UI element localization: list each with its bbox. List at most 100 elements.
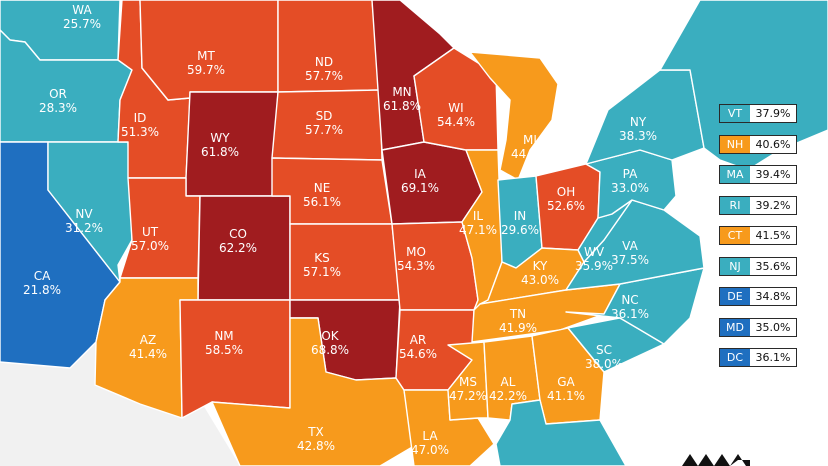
state-value-label: 54.4%: [437, 115, 475, 129]
legend-row-ri: RI 39.2%: [719, 195, 797, 215]
state-value-label: 37.5%: [611, 253, 649, 267]
legend-value: 34.8%: [755, 290, 791, 303]
state-value-label: 52.6%: [547, 199, 585, 213]
state-code-label: ID: [134, 111, 147, 125]
state-value-label: 51.3%: [121, 125, 159, 139]
legend-row-ma: MA 39.4%: [719, 165, 797, 184]
state-code-label: AR: [410, 333, 427, 347]
legend-row-vt: VT 37.9%: [719, 104, 797, 123]
state-code-label: AZ: [140, 333, 156, 347]
legend-code: NH: [720, 135, 750, 153]
state-value-label: 38.3%: [619, 129, 657, 143]
state-fl: [495, 399, 627, 466]
state-value-label: 47.1%: [459, 223, 497, 237]
legend-code: RI: [720, 196, 750, 214]
state-code-label: SD: [316, 109, 333, 123]
state-code-label: IA: [414, 167, 427, 181]
state-value-label: 41.9%: [499, 321, 537, 335]
state-value-label: 38.0%: [585, 357, 623, 371]
state-value-label: 33.0%: [611, 181, 649, 195]
legend-row-md: MD 35.0%: [719, 317, 797, 337]
state-value-label: 57.7%: [305, 69, 343, 83]
state-code-label: CA: [34, 269, 51, 283]
state-ks: [289, 223, 401, 301]
state-value-label: 57.1%: [303, 265, 341, 279]
state-code-label: IN: [514, 209, 527, 223]
state-value-label: 54.6%: [399, 347, 437, 361]
state-code-label: SC: [596, 343, 612, 357]
state-code-label: TX: [307, 425, 324, 439]
state-value-label: 29.6%: [501, 223, 539, 237]
state-value-label: 41.1%: [547, 389, 585, 403]
state-code-label: MS: [459, 375, 477, 389]
state-code-label: OR: [49, 87, 67, 101]
state-value-label: 35.9%: [575, 259, 613, 273]
state-ne_states: [659, 0, 828, 171]
state-code-label: NE: [314, 181, 331, 195]
state-code-label: OH: [557, 185, 575, 199]
state-value-label: 31.2%: [65, 221, 103, 235]
state-value-label: 54.3%: [397, 259, 435, 273]
state-code-label: AL: [501, 375, 516, 389]
state-value-label: 42.2%: [489, 389, 527, 403]
state-code-label: NV: [75, 207, 93, 221]
legend-code: DE: [720, 288, 750, 305]
state-az: [94, 277, 199, 419]
state-code-label: UT: [142, 225, 159, 239]
state-value-label: 41.4%: [129, 347, 167, 361]
state-code-label: KY: [533, 259, 548, 273]
legend-row-de: DE 34.8%: [719, 287, 797, 306]
state-code-label: NC: [621, 293, 638, 307]
state-code-label: MN: [392, 85, 411, 99]
legend-row-dc: DC 36.1%: [719, 348, 797, 367]
state-value-label: 58.5%: [205, 343, 243, 357]
legend-value: 37.9%: [755, 107, 791, 120]
state-value-label: 61.8%: [201, 145, 239, 159]
legend-code: MD: [720, 318, 750, 336]
state-code-label: WY: [210, 131, 230, 145]
state-code-label: MT: [197, 49, 215, 63]
state-value-label: 47.0%: [411, 443, 449, 457]
state-value-label: 43.0%: [521, 273, 559, 287]
state-nm: [179, 299, 291, 419]
legend-value: 35.6%: [755, 259, 791, 273]
state-value-label: 61.8%: [383, 99, 421, 113]
state-code-label: MO: [406, 245, 426, 259]
state-code-label: KS: [314, 251, 330, 265]
legend-value: 40.6%: [755, 137, 791, 151]
state-value-label: 57.0%: [131, 239, 169, 253]
wm-logo-icon: [682, 454, 750, 466]
state-value-label: 42.8%: [297, 439, 335, 453]
state-value-label: 21.8%: [23, 283, 61, 297]
legend-value: 41.5%: [755, 229, 791, 242]
legend-code: VT: [720, 105, 750, 122]
state-code-label: TN: [509, 307, 526, 321]
state-ne: [271, 157, 393, 225]
legend-value: 39.2%: [755, 198, 791, 212]
state-code-label: VA: [622, 239, 638, 253]
state-code-label: WA: [72, 3, 92, 17]
state-wy: [185, 91, 279, 197]
state-code-label: WV: [584, 245, 605, 259]
state-value-label: 57.7%: [305, 123, 343, 137]
legend-row-nj: NJ 35.6%: [719, 256, 797, 276]
state-value-label: 68.8%: [311, 343, 349, 357]
legend-row-ct: CT 41.5%: [719, 226, 797, 245]
state-value-label: 36.1%: [611, 307, 649, 321]
state-code-label: IL: [473, 209, 484, 223]
state-value-label: 62.2%: [219, 241, 257, 255]
legend-code: CT: [720, 227, 750, 244]
legend-value: 39.4%: [755, 168, 791, 181]
legend-row-nh: NH 40.6%: [719, 134, 797, 154]
state-value-label: 44.0%: [511, 147, 549, 161]
legend-value: 36.1%: [755, 351, 791, 364]
state-code-label: PA: [623, 167, 638, 181]
state-code-label: WI: [448, 101, 463, 115]
state-value-label: 59.7%: [187, 63, 225, 77]
state-value-label: 56.1%: [303, 195, 341, 209]
state-value-label: 28.3%: [39, 101, 77, 115]
state-value-label: 47.2%: [449, 389, 487, 403]
